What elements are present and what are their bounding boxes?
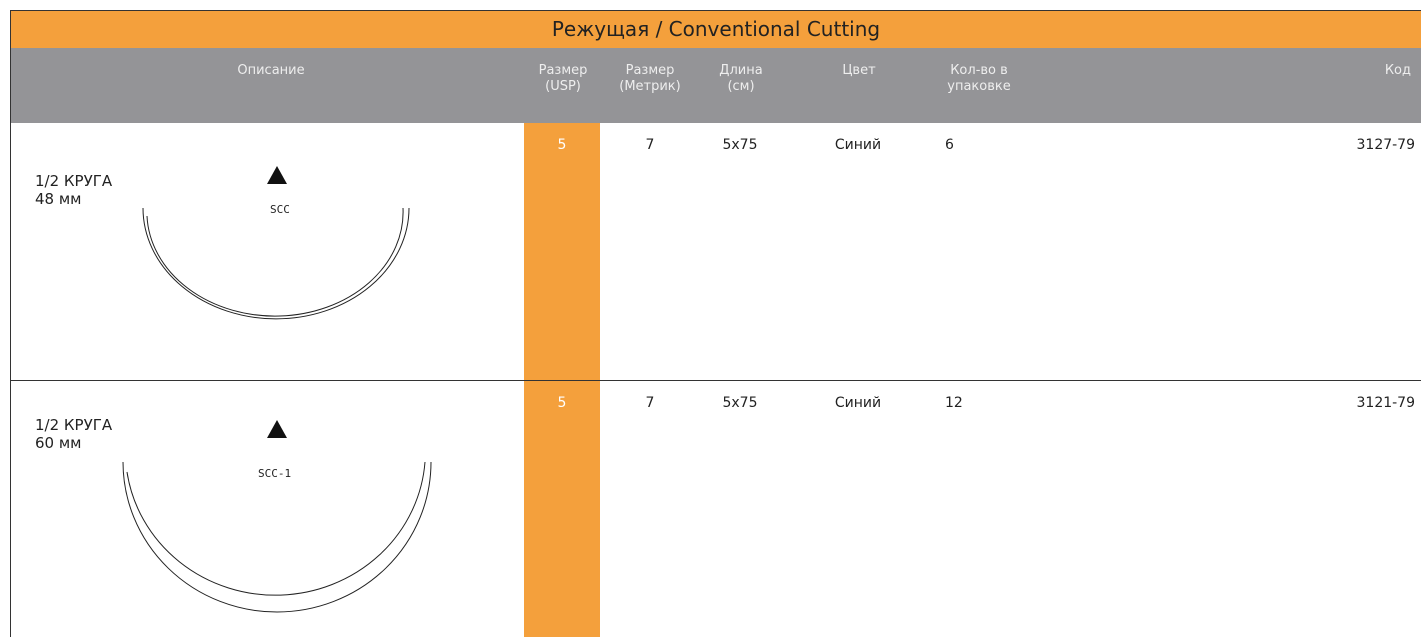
- column-header: Цвет: [842, 63, 876, 78]
- column-header: Размер (USP): [538, 63, 588, 94]
- row-separator: [10, 380, 1421, 381]
- column-header: Код: [1384, 63, 1411, 78]
- description: 1/2 КРУГА: [35, 416, 113, 434]
- description: 48 мм: [35, 190, 82, 208]
- needle-outline: [146, 207, 404, 317]
- cell: 7: [645, 137, 655, 153]
- cell: 5x75: [722, 137, 758, 153]
- column-header: Кол-во в упаковке: [947, 63, 1011, 94]
- column-header: Описание: [237, 63, 305, 78]
- column-header: Размер (Метрик): [619, 63, 681, 94]
- cell: 7: [645, 395, 655, 411]
- cell: 5: [557, 137, 567, 153]
- needle-outline: [126, 461, 426, 596]
- cell: Синий: [834, 137, 882, 153]
- header-row: Описание Размер (USP) Размер (Метрик) Дл…: [10, 48, 1421, 123]
- needle-outline: [122, 461, 432, 613]
- cell: Синий: [834, 395, 882, 411]
- table-title: Режущая / Conventional Cutting: [10, 10, 1421, 48]
- description: 1/2 КРУГА: [35, 172, 113, 190]
- needle-outline: [142, 207, 410, 320]
- cell: 3121-79: [1356, 395, 1416, 411]
- needle-label: SCC: [270, 203, 290, 216]
- cell: 6: [945, 137, 954, 153]
- cutting-icon: [267, 166, 287, 184]
- cell: 5x75: [722, 395, 758, 411]
- cell: 12: [945, 395, 963, 411]
- column-header: Длина (см): [719, 63, 763, 94]
- needle-label: SCC-1: [258, 467, 292, 480]
- description: 60 мм: [35, 434, 82, 452]
- cell: 3127-79: [1356, 137, 1416, 153]
- cutting-icon: [267, 420, 287, 438]
- cell: 5: [557, 395, 567, 411]
